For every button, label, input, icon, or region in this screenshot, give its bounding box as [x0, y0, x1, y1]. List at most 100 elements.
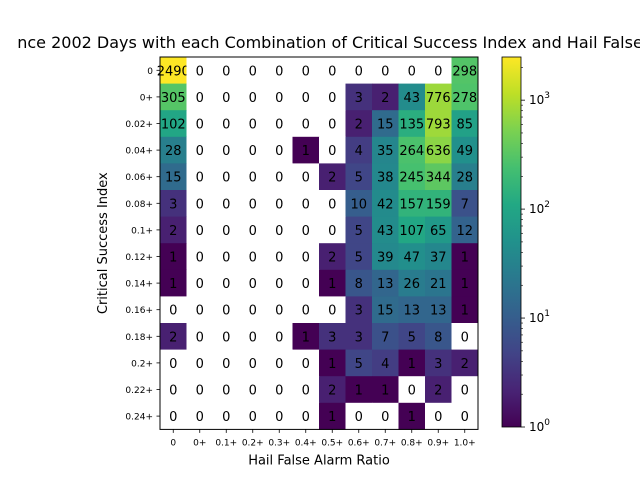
- heatmap-cell: [451, 110, 479, 138]
- heatmap-cell: [213, 57, 240, 84]
- heatmap-cell: [186, 83, 214, 111]
- heatmap-cell: [345, 83, 373, 111]
- x-axis: 0 0+ 0.1+ 0.2+ 0.3+ 0.4+ 0.5+ 0.6+ 0.7+ 0.8+ 0.9+ 1…: [170, 429, 476, 448]
- heatmap-cell: [266, 296, 293, 324]
- heatmap-cell: [451, 323, 479, 350]
- heatmap-cell: [292, 402, 320, 430]
- x-tick-label: 0+: [193, 438, 206, 448]
- cell-value-label: 0: [249, 410, 257, 425]
- cell-value-label: 0: [222, 224, 230, 239]
- cell-value-label: 0: [408, 64, 416, 79]
- cell-value-label: 0: [275, 277, 283, 292]
- cell-value-label: 15: [377, 304, 394, 319]
- y-tick-label: 0: [147, 67, 153, 77]
- heatmap-cell: [186, 349, 214, 377]
- heatmap-cell: [213, 296, 240, 324]
- cell-value-label: 0: [196, 357, 204, 372]
- heatmap-cell: [425, 136, 452, 164]
- heatmap-cell: [345, 376, 373, 404]
- heatmap-cell: [186, 110, 214, 138]
- cell-value-label: 5: [355, 224, 363, 239]
- heatmap-cell: [266, 57, 293, 84]
- cell-value-label: 0: [381, 64, 389, 79]
- heatmap-cell: [292, 349, 320, 377]
- cell-value-label: 0: [196, 304, 204, 319]
- x-tick-label: 0.1+: [215, 438, 237, 448]
- heatmap-cell: [186, 243, 214, 271]
- cell-value-label: 0: [222, 277, 230, 292]
- cell-value-label: 0: [302, 118, 310, 133]
- cell-value-label: 0: [169, 384, 177, 399]
- heatmap-cell: [372, 349, 399, 377]
- heatmap-cell: [345, 296, 373, 324]
- cell-value-label: 4: [381, 357, 389, 372]
- cell-value-label: 0: [196, 277, 204, 292]
- cell-value-label: 0: [434, 64, 442, 79]
- cell-value-label: 2: [169, 224, 177, 239]
- heatmap-cell: [213, 376, 240, 404]
- heatmap-cell: [451, 296, 479, 324]
- heatmap-cell: [451, 349, 479, 377]
- heatmap-cell: [239, 190, 267, 217]
- heatmap-cell: [239, 296, 267, 324]
- cell-value-label: 0: [196, 171, 204, 186]
- y-tick-label: 0.14+: [125, 280, 153, 290]
- cell-value-label: 0: [222, 118, 230, 133]
- cell-value-label: 0: [275, 144, 283, 159]
- heatmap-cell: [451, 163, 479, 191]
- cell-value-label: 0: [196, 410, 204, 425]
- heatmap-cell: [160, 349, 187, 377]
- cell-value-label: 21: [430, 277, 447, 292]
- cell-value-label: 0: [302, 410, 310, 425]
- heatmap-cell: [160, 190, 187, 217]
- heatmap-cell: [425, 349, 452, 377]
- heatmap-cell: [160, 83, 187, 111]
- cell-value-label: 0: [461, 330, 469, 345]
- cell-value-label: 0: [249, 144, 257, 159]
- cell-value-label: 15: [377, 118, 394, 133]
- colorbar-tick-label: 100: [529, 418, 550, 434]
- heatmap-cell: [319, 269, 346, 297]
- heatmap-cell: [345, 349, 373, 377]
- heatmap-cell: [239, 269, 267, 297]
- y-tick-label: 0.08+: [125, 200, 153, 210]
- cell-value-label: 157: [399, 197, 424, 212]
- x-tick-label: 0.7+: [374, 438, 396, 448]
- cell-value-label: 1: [169, 277, 177, 292]
- cell-value-label: 0: [249, 277, 257, 292]
- cell-value-label: 10: [350, 197, 367, 212]
- cell-value-label: 776: [426, 91, 451, 106]
- heatmap-cell: [160, 57, 187, 84]
- cell-value-label: 0: [328, 118, 336, 133]
- cell-value-label: 0: [275, 384, 283, 399]
- cell-value-label: 1: [461, 251, 469, 266]
- cell-value-label: 85: [456, 118, 473, 133]
- plot-frame: [159, 56, 479, 430]
- cell-value-label: 0: [302, 277, 310, 292]
- cell-value-label: 0: [196, 224, 204, 239]
- heatmap-cell: [239, 376, 267, 404]
- heatmap-cell: [398, 269, 426, 297]
- cell-value-label: 0: [434, 410, 442, 425]
- cell-value-label: 0: [222, 251, 230, 266]
- heatmap-cell: [345, 243, 373, 271]
- heatmap-cell: [345, 269, 373, 297]
- heatmap-cell: [398, 402, 426, 430]
- cell-value-label: 0: [302, 384, 310, 399]
- cell-value-label: 0: [275, 197, 283, 212]
- cell-value-label: 102: [161, 118, 186, 133]
- x-tick-label: 0.5+: [321, 438, 343, 448]
- cell-value-label: 1: [381, 384, 389, 399]
- colorbar-tick-base: 10: [529, 311, 544, 325]
- heatmap-cell: [372, 296, 399, 324]
- heatmap-cell: [239, 243, 267, 271]
- cell-value-label: 1: [461, 277, 469, 292]
- cell-value-label: 0: [222, 91, 230, 106]
- cell-value-label: 0: [302, 64, 310, 79]
- heatmap-cell: [372, 136, 399, 164]
- heatmap-cell: [319, 136, 346, 164]
- heatmap-cell: [398, 296, 426, 324]
- heatmap-cell: [239, 83, 267, 111]
- cell-value-label: 38: [377, 171, 394, 186]
- y-tick-label: 0.1+: [131, 226, 153, 236]
